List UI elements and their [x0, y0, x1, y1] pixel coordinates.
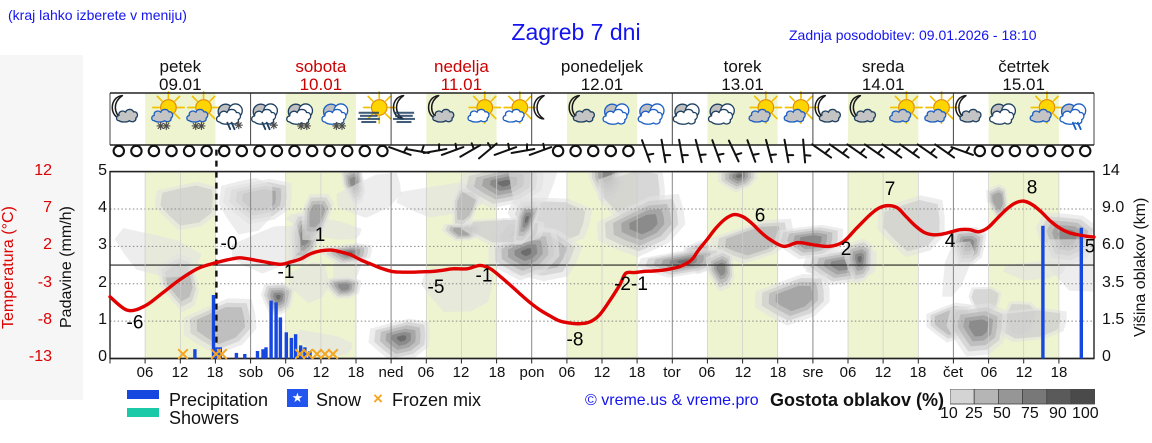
svg-text:-6: -6 — [127, 312, 144, 333]
svg-text:-2-1: -2-1 — [614, 274, 648, 295]
svg-text:-1: -1 — [278, 262, 295, 283]
svg-text:8: 8 — [1027, 178, 1038, 199]
svg-text:-5: -5 — [428, 277, 445, 298]
svg-text:1: 1 — [315, 225, 326, 246]
svg-text:-8: -8 — [567, 329, 584, 350]
svg-text:5: 5 — [1085, 237, 1096, 258]
svg-text:2: 2 — [841, 239, 852, 260]
svg-text:6: 6 — [755, 205, 766, 226]
svg-text:-1: -1 — [476, 266, 493, 287]
svg-text:4: 4 — [945, 231, 956, 252]
svg-text:7: 7 — [885, 179, 896, 200]
svg-text:-0: -0 — [221, 234, 238, 255]
